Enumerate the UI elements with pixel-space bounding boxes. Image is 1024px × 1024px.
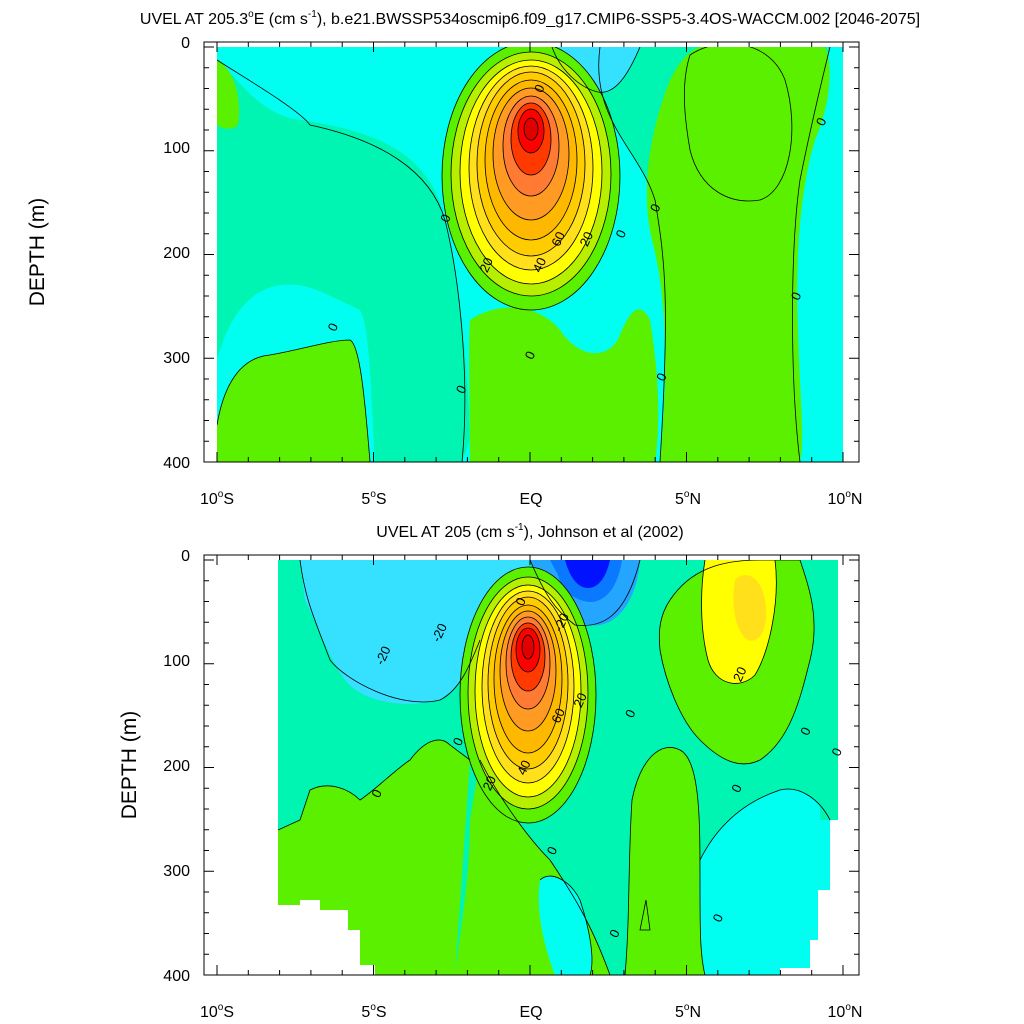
y-tick-label: 200 xyxy=(163,245,190,262)
panel-observations-title: UVEL AT 205 (cm s-1), Johnson et al (200… xyxy=(376,522,683,541)
contour-fill-level-pos30-northeast xyxy=(733,575,767,641)
contour-line xyxy=(699,788,831,861)
contour-fill-level-pos10-left-bottom xyxy=(217,340,370,462)
contour-label: 40 xyxy=(514,758,534,777)
y-tick-label: 200 xyxy=(163,758,190,775)
x-tick-label: 10oN xyxy=(828,1002,863,1021)
panel-model-x-tick-labels: 10oS 5oS EQ 5oN 10oN xyxy=(200,489,862,508)
y-tick-label: 0 xyxy=(181,35,190,52)
contour-fill-level-neg10-south xyxy=(538,876,592,975)
x-tick-label: EQ xyxy=(519,491,542,508)
contour-label: 20 xyxy=(476,255,496,274)
contour-line xyxy=(624,747,706,975)
panel-model-title: UVEL AT 205.3oE (cm s-1), b.e21.BWSSP534… xyxy=(140,9,920,28)
jet-level-110 xyxy=(523,117,539,141)
panel-observations-frame xyxy=(203,554,860,976)
contour-label: -20 xyxy=(372,644,394,667)
contour-line xyxy=(792,47,831,462)
contour-fill-level-neg10-east-strip xyxy=(820,600,838,820)
contour-label: 60 xyxy=(548,229,568,248)
panel-observations-y-tick-labels: 0 100 200 300 400 xyxy=(163,548,190,985)
panel-observations-x-tick-labels: 10oS 5oS EQ 5oN 10oN xyxy=(200,1002,862,1021)
x-tick-label: 5oN xyxy=(675,489,701,508)
panel-model: UVEL AT 205.3oE (cm s-1), b.e21.BWSSP534… xyxy=(26,9,920,508)
x-tick-label: 5oN xyxy=(675,1002,701,1021)
contour-line xyxy=(529,560,641,626)
y-tick-label: 300 xyxy=(163,863,190,880)
contour-fill-level-pos10-center-lower xyxy=(469,307,659,462)
x-tick-label: 5oS xyxy=(361,1002,386,1021)
contour-line xyxy=(639,899,651,931)
panel-observations-y-axis-title: DEPTH (m) xyxy=(118,711,141,820)
panel-observations: UVEL AT 205 (cm s-1), Johnson et al (200… xyxy=(118,522,862,1021)
contour-line xyxy=(551,47,641,93)
contour-label: 20 xyxy=(730,664,750,683)
x-tick-label: EQ xyxy=(519,1004,542,1021)
y-tick-label: 400 xyxy=(163,455,190,472)
contour-label: 20 xyxy=(479,773,499,792)
contour-line xyxy=(701,560,777,684)
y-tick-label: 400 xyxy=(163,968,190,985)
jet-core-model xyxy=(441,47,621,311)
contour-line xyxy=(658,560,815,765)
panel-observations-ticks xyxy=(204,555,859,976)
x-tick-label: 10oS xyxy=(200,1002,234,1021)
contour-lines-model xyxy=(217,47,831,462)
contour-label: 40 xyxy=(530,255,550,274)
y-tick-label: 0 xyxy=(181,548,190,565)
contour-lines-observations xyxy=(277,560,831,975)
contour-label: 20 xyxy=(576,229,596,248)
x-tick-label: 10oN xyxy=(828,489,863,508)
contour-label: 60 xyxy=(548,706,568,725)
y-tick-label: 100 xyxy=(163,653,190,670)
panel-model-y-axis-title: DEPTH (m) xyxy=(26,198,49,307)
contour-line xyxy=(277,739,471,831)
contour-line xyxy=(217,339,371,462)
contour-label: 20 xyxy=(570,690,590,709)
x-tick-label: 10oS xyxy=(200,489,234,508)
contour-line xyxy=(539,875,593,975)
contour-label: -20 xyxy=(428,621,450,644)
contour-line xyxy=(299,560,481,703)
y-tick-label: 300 xyxy=(163,350,190,367)
contour-line xyxy=(598,47,666,462)
panel-model-ticks xyxy=(204,42,859,463)
contour-line xyxy=(217,59,466,462)
jet-level-110 xyxy=(521,634,535,660)
x-tick-label: 5oS xyxy=(361,489,386,508)
contour-fill-level-pos10-west xyxy=(278,740,470,975)
contour-fill-level-pos10-south xyxy=(625,747,705,975)
contour-line xyxy=(683,47,793,202)
contour-fill-level-pos10-left-top xyxy=(217,60,240,129)
contour-line xyxy=(479,759,611,975)
contour-fill-level-neg40 xyxy=(565,560,610,588)
contour-fill-level-pos20-right-lobe xyxy=(684,47,792,201)
panel-model-frame xyxy=(203,41,860,463)
contour-fill-level-neg10-east-deep xyxy=(699,789,830,975)
contour-label: -20 xyxy=(551,611,573,634)
jet-core-observations xyxy=(459,566,597,824)
panel-model-y-tick-labels: 0 100 200 300 400 xyxy=(163,35,190,472)
y-tick-label: 100 xyxy=(163,140,190,157)
contour-fill-level-neg10 xyxy=(300,560,530,704)
